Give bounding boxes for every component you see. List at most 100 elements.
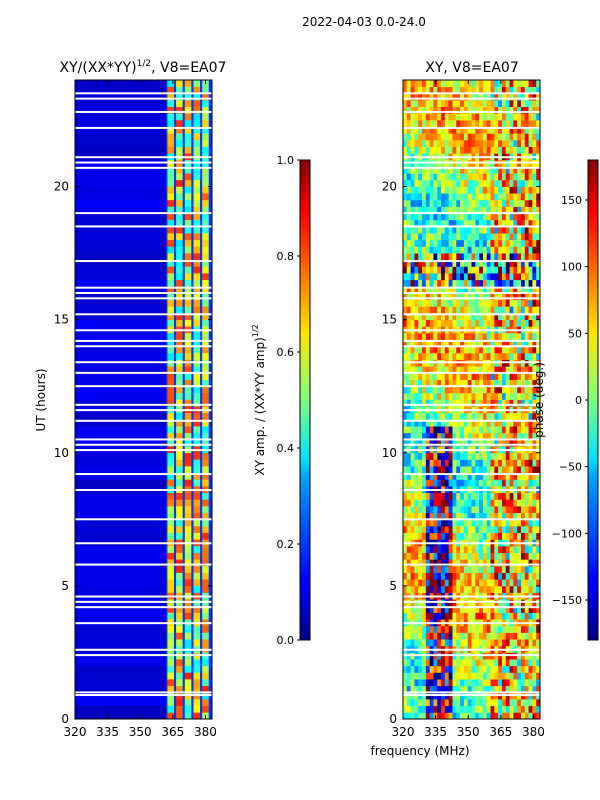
phase-cell: [414, 479, 419, 487]
phase-cell: [418, 173, 423, 181]
phase-cell: [532, 612, 537, 620]
phase-cell: [441, 625, 446, 633]
phase-cell: [528, 219, 533, 227]
phase-cell: [486, 346, 491, 354]
phase-cell: [498, 306, 503, 314]
amp-cell: [193, 572, 201, 580]
phase-cell: [517, 173, 522, 181]
phase-cell: [418, 166, 423, 174]
phase-cell: [467, 572, 472, 580]
phase-cell: [463, 525, 469, 534]
phase-cell: [429, 193, 434, 201]
phase-cell: [441, 519, 446, 527]
amp-cell: [176, 293, 183, 300]
amp-cell: [193, 219, 201, 227]
phase-cell: [486, 259, 491, 267]
phase-cell: [471, 299, 476, 307]
phase-cell: [471, 253, 476, 261]
phase-cell: [494, 259, 499, 267]
phase-cell: [460, 86, 465, 94]
phase-cell: [460, 99, 465, 108]
phase-cell: [467, 452, 472, 460]
phase-cell: [422, 379, 427, 387]
phase-cell: [433, 659, 438, 667]
phase-cell: [467, 206, 472, 214]
phase-cell: [425, 565, 431, 573]
phase-flagged-row: [403, 606, 540, 609]
phase-cell: [505, 499, 510, 507]
phase-cell: [452, 685, 457, 693]
phase-cell: [471, 399, 476, 407]
phase-cell: [517, 419, 522, 427]
amp-cell: [167, 366, 174, 374]
phase-cell: [403, 399, 408, 407]
phase-cell: [532, 379, 537, 387]
phase-cell: [422, 80, 427, 88]
phase-cell: [494, 386, 499, 394]
phase-cell: [456, 219, 461, 227]
phase-cell: [486, 139, 491, 147]
phase-cell: [505, 605, 510, 613]
phase-cell: [524, 246, 529, 254]
amp-cell: [176, 392, 183, 400]
phase-cell: [460, 585, 465, 593]
phase-cell: [532, 525, 537, 534]
phase-cell: [528, 452, 533, 460]
phase-cell: [456, 612, 461, 620]
phase-cell: [406, 386, 412, 394]
phase-cell: [444, 419, 450, 427]
phase-cell: [433, 319, 438, 327]
phase-flagged-row: [403, 92, 540, 95]
phase-cell: [479, 386, 484, 394]
phase-cell: [528, 139, 533, 147]
amp-flagged-row: [75, 92, 212, 95]
phase-cell: [418, 399, 423, 407]
phase-cell: [479, 532, 484, 540]
phase-flagged-row: [403, 212, 540, 215]
phase-cell: [505, 665, 510, 673]
phase-cell: [418, 632, 423, 640]
phase-cell: [410, 419, 415, 427]
phase-cell: [422, 93, 427, 101]
phase-cell: [460, 80, 465, 88]
phase-cell: [513, 499, 518, 507]
phase-cell: [475, 253, 480, 261]
phase-cell: [429, 466, 434, 474]
phase-cell: [452, 299, 457, 307]
phase-cell: [536, 226, 540, 234]
amp-flagged-row: [75, 606, 212, 609]
phase-cell: [475, 119, 480, 127]
phase-cell: [486, 186, 491, 194]
phase-cell: [482, 639, 488, 647]
phase-cell: [406, 99, 412, 108]
phase-cell: [498, 712, 503, 719]
phase-cell: [494, 312, 499, 321]
phase-cell: [437, 226, 442, 234]
phase-cell: [414, 499, 419, 507]
amp-cell: [193, 712, 201, 719]
phase-cell: [403, 699, 408, 707]
phase-cell: [429, 679, 434, 687]
phase-cell: [406, 426, 412, 434]
phase-cell: [418, 639, 423, 647]
phase-cell: [429, 119, 434, 127]
phase-cell: [460, 579, 465, 587]
phase-cell: [425, 166, 431, 174]
phase-cell: [520, 512, 526, 520]
phase-cell: [444, 199, 450, 207]
phase-cell: [482, 585, 488, 593]
phase-cell: [456, 133, 461, 141]
phase-cell: [467, 339, 472, 347]
phase-cell: [456, 239, 461, 247]
phase-cell: [456, 672, 461, 680]
x-tick-label: 350: [457, 725, 480, 739]
phase-cell: [414, 579, 419, 587]
phase-cell: [520, 219, 526, 227]
y-tick-label: 10: [382, 446, 397, 460]
phase-cell: [482, 273, 488, 281]
phase-cell: [536, 106, 540, 114]
x-tick-label: 380: [194, 725, 217, 739]
phase-cell: [498, 266, 503, 274]
phase-cell: [456, 552, 461, 560]
phase-cell: [490, 492, 495, 500]
